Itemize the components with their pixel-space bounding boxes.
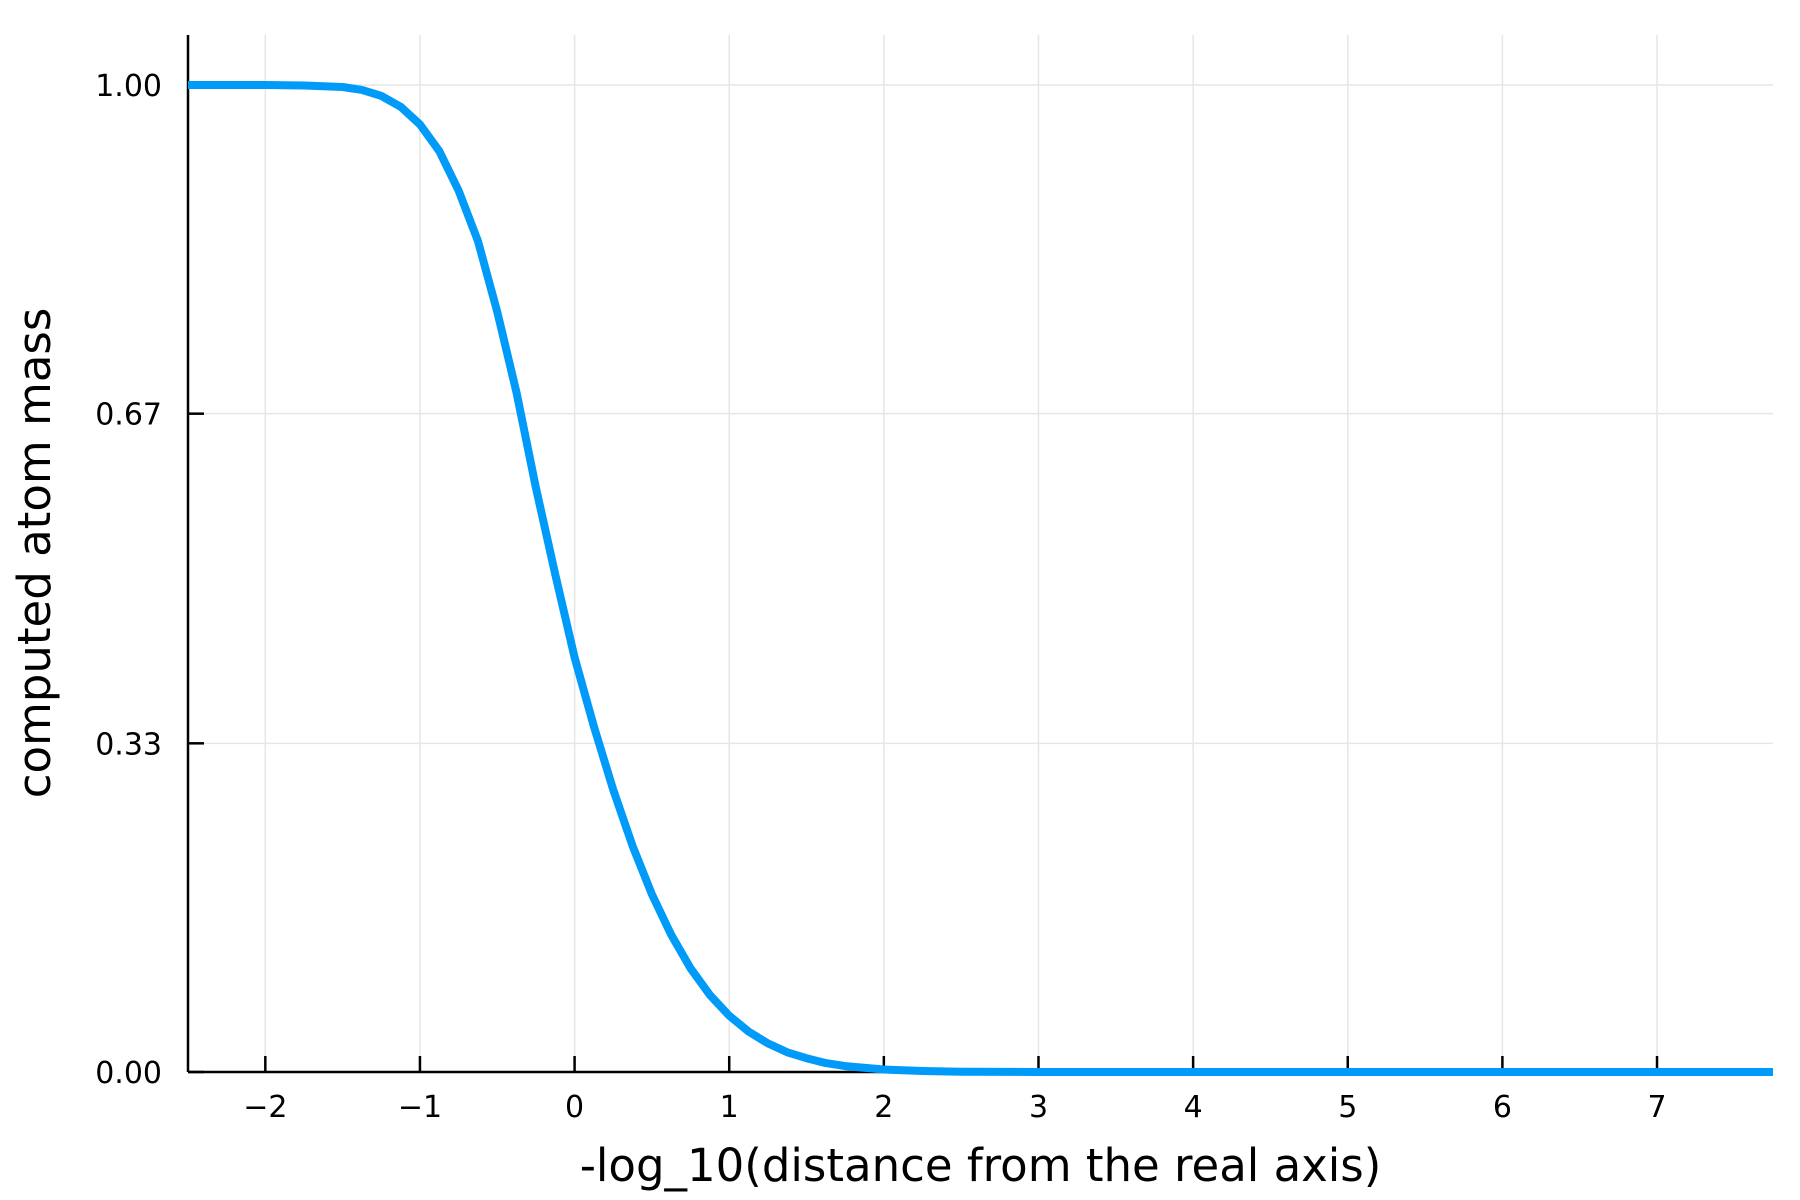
x-tick-label: −1 — [398, 1090, 442, 1125]
x-tick-label: 0 — [565, 1090, 584, 1125]
y-tick-label: 0.00 — [95, 1056, 162, 1091]
x-tick-label: −2 — [243, 1090, 287, 1125]
axes — [186, 35, 1773, 1074]
x-tick-label: 3 — [1029, 1090, 1048, 1125]
grid-lines — [188, 35, 1773, 1073]
y-tick-label: 1.00 — [95, 69, 162, 104]
x-tick-label: 7 — [1647, 1090, 1666, 1125]
x-tick-label: 5 — [1338, 1090, 1357, 1125]
y-axis-title: computed atom mass — [8, 308, 61, 799]
x-axis-title: -log_10(distance from the real axis) — [580, 1139, 1382, 1192]
x-tick-label: 1 — [720, 1090, 739, 1125]
y-tick-label: 0.33 — [95, 727, 162, 762]
x-tick-label: 6 — [1493, 1090, 1512, 1125]
series-line — [188, 81, 1773, 1076]
y-tick-label: 0.67 — [95, 398, 162, 433]
x-tick-label: 2 — [874, 1090, 893, 1125]
ticks: −2 −1 0 1 2 3 4 5 6 7 0.00 0.33 0.67 1.00 — [95, 69, 1666, 1125]
series-layer — [188, 81, 1773, 1076]
x-tick-label: 4 — [1184, 1090, 1203, 1125]
